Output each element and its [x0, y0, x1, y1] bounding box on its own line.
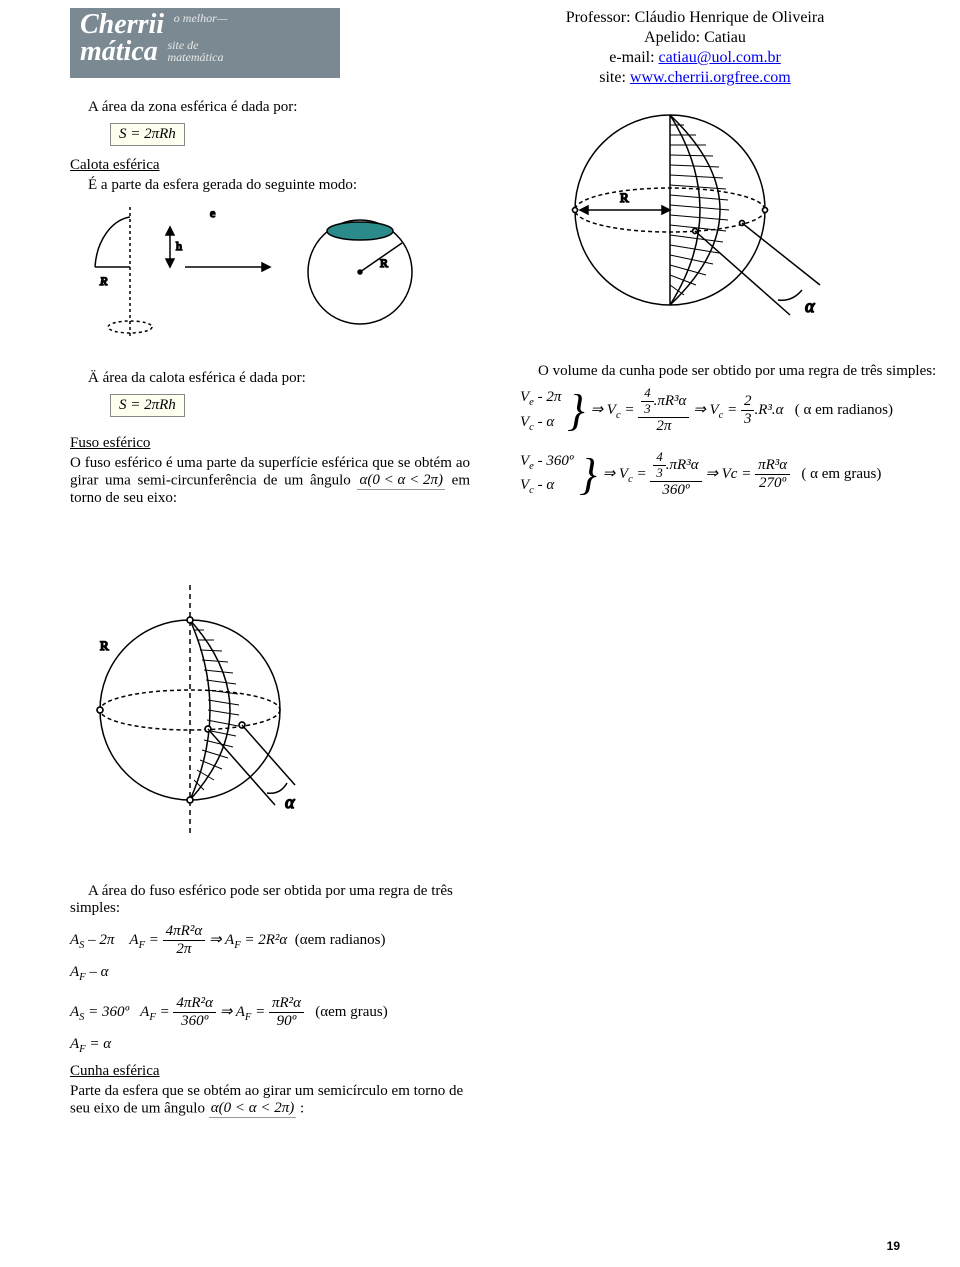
document-header: Professor: Cláudio Henrique de Oliveira … [480, 8, 910, 88]
cunha-vol-intro: O volume da cunha pode ser obtido por um… [520, 363, 940, 380]
af-alpha-2: AF = α [70, 1036, 480, 1055]
logo-line2: mática [80, 39, 158, 66]
site-logo: Cherrii o melhor— mática site de matemát… [70, 8, 340, 78]
svg-text:R: R [380, 256, 388, 270]
site-label: site: [599, 69, 630, 86]
cunha-vol-degrees: Ve - 360º Vc - α } ⇒ Vc = 43.πR³α360º ⇒ … [520, 450, 940, 500]
cunha-volume-block: O volume da cunha pode ser obtido por um… [520, 360, 940, 505]
formula-zona: S = 2πRh [110, 123, 185, 146]
svg-text:α: α [285, 792, 295, 812]
apelido-line: Apelido: Catiau [480, 28, 910, 48]
lower-left-block: A área do fuso esférico pode ser obtida … [70, 880, 480, 1121]
calota-area-lead: Ä área da calota esférica é dada por: [70, 370, 470, 387]
svg-text:h: h [176, 239, 182, 253]
calota-desc: É a parte da esfera gerada do seguinte m… [70, 177, 470, 194]
email-label: e-mail: [609, 49, 658, 66]
calota-title: Calota esférica [70, 157, 470, 174]
page-number: 19 [887, 1239, 900, 1253]
fuso-area-radians: AS – 2π AF = 4πR²α2π ⇒ AF = 2R²α (αem ra… [70, 923, 480, 958]
cunha-desc: Parte da esfera que se obtém ao girar um… [70, 1083, 480, 1118]
cunha-vol-radians: Ve - 2π Vc - α } ⇒ Vc = 43.πR³α2π ⇒ Vc =… [520, 386, 940, 436]
angle-condition: α(0 < α < 2π) [357, 472, 445, 490]
svg-text:R: R [620, 190, 629, 205]
svg-text:α: α [805, 296, 815, 316]
af-alpha-1: AF – α [70, 964, 480, 983]
site-link[interactable]: www.cherrii.orgfree.com [630, 69, 791, 86]
logo-tag3: matemática [168, 50, 224, 64]
zona-intro: A área da zona esférica é dada por: [70, 99, 470, 116]
professor-line: Professor: Cláudio Henrique de Oliveira [480, 8, 910, 28]
svg-text:R: R [100, 638, 109, 653]
svg-text:R: R [99, 274, 108, 288]
fuso-title: Fuso esférico [70, 435, 470, 452]
fuso-area-degrees: AS = 360º AF = 4πR²α360º ⇒ AF = πR²α90º … [70, 995, 480, 1030]
formula-calota: S = 2πRh [110, 394, 185, 417]
logo-line1: Cherrii [80, 12, 164, 39]
svg-text:e: e [210, 206, 215, 220]
fuso-desc: O fuso esférico é uma parte da superfíci… [70, 455, 470, 507]
logo-tag1: o melhor [174, 11, 217, 25]
calota-generation-figure: R h e R [70, 197, 430, 347]
email-link[interactable]: catiau@uol.com.br [659, 49, 781, 66]
fuso-area-intro: A área do fuso esférico pode ser obtida … [70, 883, 480, 917]
angle-condition-2: α(0 < α < 2π) [209, 1100, 297, 1118]
cunha-sphere-figure: R α [520, 90, 840, 340]
fuso-sphere-figure: R α [70, 580, 330, 840]
left-column: A área da zona esférica é dada por: S = … [70, 96, 470, 510]
cunha-title: Cunha esférica [70, 1063, 480, 1080]
